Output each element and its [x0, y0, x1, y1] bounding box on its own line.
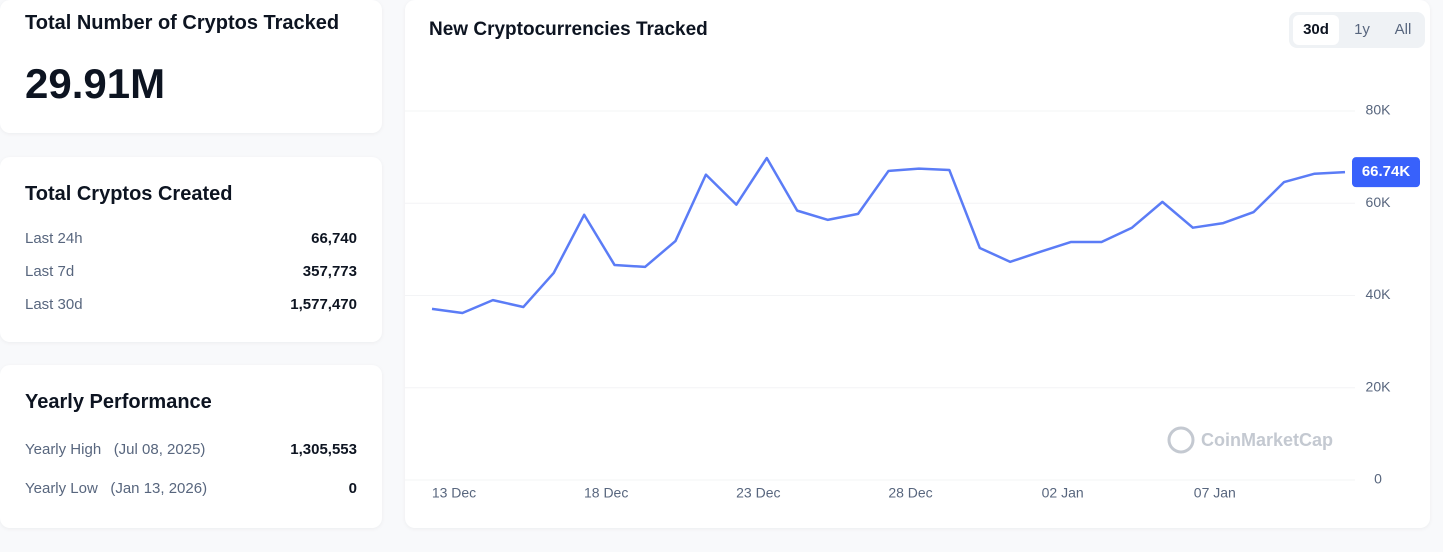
y-tick-label: 80K [1366, 102, 1392, 118]
stat-label: Last 30d [25, 296, 83, 313]
stat-label: Yearly High (Jul 08, 2025) [25, 441, 205, 458]
card-title: Yearly Performance [25, 391, 212, 413]
watermark: CoinMarketCap [1201, 430, 1333, 450]
chart: New Cryptocurrencies Tracked 30d 1y All … [405, 12, 1425, 501]
x-tick-label: 18 Dec [584, 485, 628, 501]
stat-label: Yearly Low (Jan 13, 2026) [25, 480, 207, 497]
chart-card: New Cryptocurrencies Tracked 30d 1y All … [405, 0, 1430, 528]
chart-title: New Cryptocurrencies Tracked [429, 19, 708, 40]
line [431, 156, 1346, 315]
card-title: Total Number of Cryptos Tracked [25, 12, 340, 34]
stat-row: Yearly High (Jul 08, 2025) 1,305,553 [25, 441, 357, 458]
x-tick-label: 28 Dec [888, 485, 932, 501]
stat-row: Last 7d 357,773 [25, 263, 357, 280]
value-label: 66.74K [1362, 163, 1411, 180]
card-title: Total Cryptos Created [25, 183, 233, 205]
label: Yearly Low [25, 480, 98, 497]
y-tick-label: 0 [1374, 471, 1382, 487]
label: Yearly High [25, 441, 102, 458]
y-tick-label: 60K [1366, 194, 1392, 210]
stat-label: Last 24h [25, 230, 83, 247]
stat-value: 357,773 [302, 263, 357, 280]
stat-value: 66,740 [311, 230, 357, 247]
y-tick-label: 40K [1366, 286, 1392, 302]
value-badge [1352, 157, 1420, 188]
stat-label: Last 7d [25, 263, 75, 280]
total-value: 29.91M [25, 60, 166, 107]
tab[interactable]: All [1395, 21, 1412, 38]
tab[interactable]: 1y [1354, 21, 1370, 38]
x-tick-label: 02 Jan [1042, 485, 1084, 501]
date: (Jul 08, 2025) [113, 441, 206, 458]
y-tick-label: 20K [1366, 378, 1392, 394]
stat-row: Yearly Low (Jan 13, 2026) 0 [25, 480, 357, 497]
date: (Jan 13, 2026) [110, 480, 208, 497]
yearly-card: Yearly Performance Yearly High (Jul 08, … [0, 365, 382, 528]
stat-value: 1,305,553 [290, 441, 357, 458]
tab-active[interactable] [1293, 15, 1339, 45]
stat-row: Last 24h 66,740 [25, 230, 357, 247]
watermark-logo [1167, 426, 1195, 454]
tab[interactable]: 30d [1303, 21, 1329, 38]
x-tick-label: 13 Dec [432, 485, 476, 501]
x-tick-label: 07 Jan [1194, 485, 1236, 501]
summary-card: Total Number of Cryptos Tracked 29.91M [0, 0, 382, 133]
created-card: Total Cryptos Created Last 24h 66,740 Las… [0, 157, 382, 342]
stat-value: 1,577,470 [290, 296, 357, 313]
stat-value: 0 [348, 480, 357, 497]
x-tick-label: 23 Dec [736, 485, 780, 501]
stat-row: Last 30d 1,577,470 [25, 296, 357, 313]
